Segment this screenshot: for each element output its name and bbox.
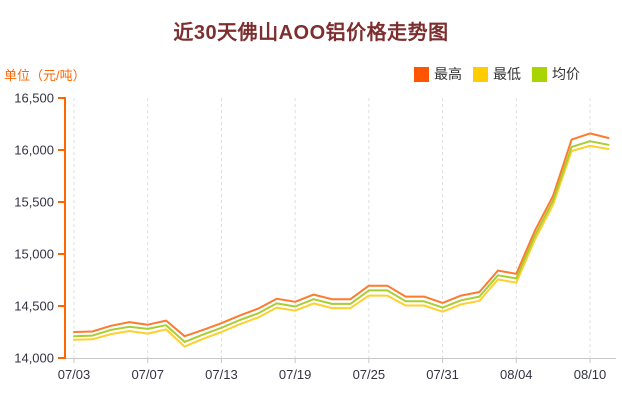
legend-swatch-avg xyxy=(532,66,547,82)
x-tick-label: 07/03 xyxy=(58,367,91,382)
x-tick-label: 08/10 xyxy=(574,367,607,382)
y-tick-label: 14,000 xyxy=(14,351,54,366)
y-tick-label: 15,500 xyxy=(14,195,54,210)
legend-label-avg: 均价 xyxy=(552,66,580,82)
legend: 最高 最低 均价 xyxy=(414,64,580,84)
series-line-avg xyxy=(73,140,610,343)
legend-swatch-high xyxy=(414,66,429,82)
legend-label-low: 最低 xyxy=(493,66,521,82)
series-line-high xyxy=(73,132,610,338)
legend-item-high[interactable]: 最高 xyxy=(414,64,462,84)
x-tick-label: 07/19 xyxy=(279,367,312,382)
x-tick-label: 08/04 xyxy=(500,367,533,382)
x-tick-label: 07/13 xyxy=(205,367,238,382)
x-tick-label: 07/07 xyxy=(131,367,164,382)
x-tick-label: 07/31 xyxy=(426,367,459,382)
chart-title: 近30天佛山AOO铝价格走势图 xyxy=(173,22,449,44)
y-tick-label: 15,000 xyxy=(14,247,54,262)
series-line-low xyxy=(73,144,610,348)
legend-label-high: 最高 xyxy=(434,66,462,82)
y-tick-label: 14,500 xyxy=(14,299,54,314)
y-axis-unit-label: 单位（元/吨） xyxy=(4,68,86,83)
y-tick-label: 16,000 xyxy=(14,143,54,158)
y-tick-label: 16,500 xyxy=(14,91,54,106)
legend-swatch-low xyxy=(473,66,488,82)
x-tick-label: 07/25 xyxy=(353,367,386,382)
legend-item-avg[interactable]: 均价 xyxy=(532,64,580,84)
legend-item-low[interactable]: 最低 xyxy=(473,64,521,84)
